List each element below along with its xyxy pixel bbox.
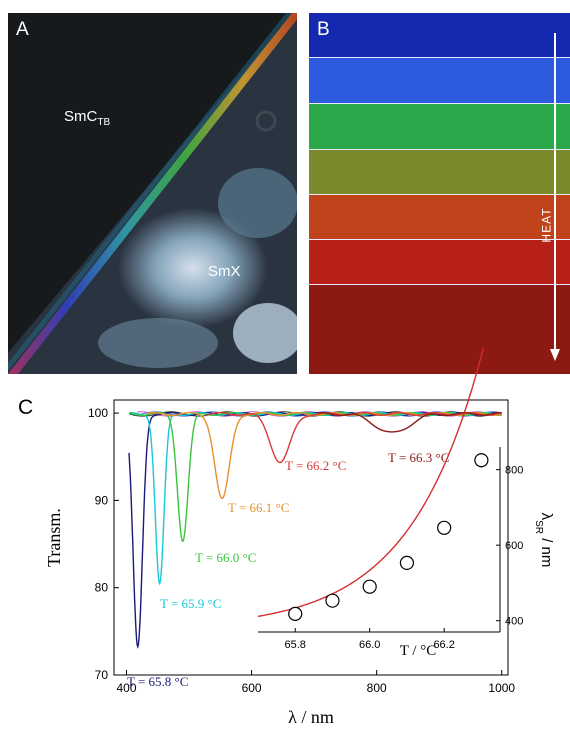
series-label: T = 66.1 °C bbox=[228, 500, 289, 515]
series-label: T = 66.2 °C bbox=[285, 458, 346, 473]
micrograph-a-image bbox=[8, 13, 297, 374]
phase-label-smctb-sub: TB bbox=[97, 117, 111, 128]
color-band bbox=[309, 284, 570, 374]
inset-y-label-unit: / nm bbox=[538, 534, 555, 567]
panel-label-b: B bbox=[317, 19, 330, 40]
inset-x-tick-label: 66.0 bbox=[359, 639, 380, 651]
color-band bbox=[309, 13, 570, 57]
inset-y-tick-label: 800 bbox=[505, 465, 523, 477]
panel-label-c: C bbox=[18, 396, 34, 419]
spectrum-line bbox=[147, 412, 502, 500]
inset-fit-curve bbox=[257, 348, 484, 618]
color-band bbox=[309, 194, 570, 240]
inset-y-label-sub: SR bbox=[534, 520, 545, 534]
x-tick-label: 800 bbox=[367, 681, 387, 695]
phase-label-smctb-main: SmC bbox=[64, 108, 98, 125]
series-label: T = 65.9 °C bbox=[160, 596, 221, 611]
y-tick-label: 70 bbox=[95, 668, 109, 682]
inset-y-label-main: λ bbox=[538, 513, 555, 521]
inset-data-point bbox=[474, 453, 489, 468]
x-tick-label: 1000 bbox=[488, 681, 515, 695]
color-band bbox=[309, 149, 570, 195]
y-tick-label: 80 bbox=[95, 581, 109, 595]
inset-data-point bbox=[399, 555, 415, 571]
spectrum-line bbox=[129, 412, 502, 586]
series-label: T = 66.3 °C bbox=[388, 450, 449, 465]
spectrum-line bbox=[317, 412, 502, 433]
inset-y-axis-label: λSR / nm bbox=[534, 513, 556, 568]
phase-label-smctb: SmCTB bbox=[64, 108, 110, 128]
panel-label-a: A bbox=[16, 19, 29, 40]
spectrum-line bbox=[205, 412, 502, 464]
inset-data-point bbox=[288, 606, 303, 621]
y-tick-label: 90 bbox=[95, 493, 109, 507]
inset-data-point bbox=[362, 579, 377, 594]
color-band bbox=[309, 57, 570, 104]
inset-x-tick-label: 65.8 bbox=[285, 639, 306, 651]
phase-label-smx: SmX bbox=[208, 263, 241, 280]
x-axis-label: λ / nm bbox=[288, 707, 334, 727]
color-band bbox=[309, 103, 570, 150]
inset-y-tick-label: 600 bbox=[505, 540, 523, 552]
inset-data-point bbox=[437, 520, 452, 535]
x-tick-label: 600 bbox=[242, 681, 262, 695]
main-plot-frame bbox=[113, 399, 509, 676]
y-axis-label: Transm. bbox=[44, 508, 64, 567]
inset-x-tick-label: 66.2 bbox=[433, 639, 454, 651]
inset-x-axis-label: T / °C bbox=[400, 643, 437, 659]
inset-data-point bbox=[325, 593, 340, 608]
heat-arrow bbox=[550, 33, 560, 361]
color-band bbox=[309, 239, 570, 285]
inset-y-tick-label: 400 bbox=[505, 616, 523, 628]
series-label: T = 65.8 °C bbox=[127, 674, 188, 689]
x-tick-label: 400 bbox=[116, 681, 136, 695]
micrograph-panel-a: A SmCTB SmX bbox=[8, 13, 297, 374]
color-bands-panel-b: B HEAT bbox=[309, 13, 570, 374]
series-label: T = 66.0 °C bbox=[195, 550, 256, 565]
y-tick-label: 100 bbox=[88, 406, 108, 420]
